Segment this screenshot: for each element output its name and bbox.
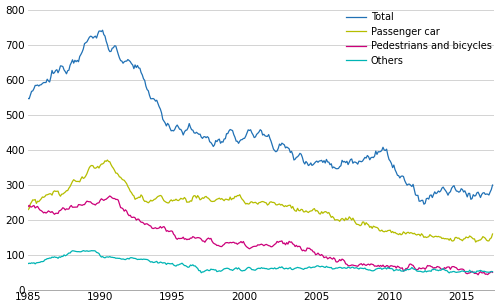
Pedestrians and bicycles — [475, 273, 481, 277]
Passenger car — [140, 198, 146, 202]
Others — [50, 256, 56, 259]
Others — [140, 257, 146, 261]
Pedestrians and bicycles — [298, 247, 304, 251]
Total — [298, 152, 304, 156]
Others — [80, 249, 86, 253]
Line: Pedestrians and bicycles: Pedestrians and bicycles — [28, 196, 492, 275]
Others — [490, 270, 496, 274]
Total — [158, 111, 164, 115]
Passenger car — [152, 197, 158, 201]
Total — [140, 77, 146, 81]
Others — [298, 267, 304, 270]
Pedestrians and bicycles — [146, 223, 152, 227]
Total — [50, 72, 56, 75]
Pedestrians and bicycles — [50, 211, 56, 215]
Pedestrians and bicycles — [140, 221, 146, 225]
Total — [146, 89, 152, 93]
Total — [421, 202, 427, 206]
Pedestrians and bicycles — [152, 226, 158, 229]
Passenger car — [50, 190, 56, 194]
Passenger car — [146, 201, 152, 205]
Total — [152, 99, 158, 103]
Pedestrians and bicycles — [25, 205, 31, 209]
Pedestrians and bicycles — [158, 226, 164, 230]
Line: Passenger car: Passenger car — [28, 160, 492, 242]
Passenger car — [298, 208, 304, 211]
Total — [25, 96, 31, 100]
Others — [25, 262, 31, 265]
Passenger car — [158, 194, 164, 198]
Passenger car — [104, 158, 110, 162]
Passenger car — [490, 232, 496, 236]
Others — [152, 260, 158, 264]
Pedestrians and bicycles — [107, 194, 113, 198]
Line: Others: Others — [28, 251, 492, 273]
Legend: Total, Passenger car, Pedestrians and bicycles, Others: Total, Passenger car, Pedestrians and bi… — [346, 12, 492, 66]
Others — [446, 271, 452, 275]
Others — [158, 261, 164, 264]
Line: Total: Total — [28, 30, 492, 204]
Others — [146, 258, 152, 262]
Passenger car — [472, 240, 478, 244]
Passenger car — [25, 208, 31, 212]
Total — [490, 183, 496, 187]
Total — [100, 28, 105, 32]
Pedestrians and bicycles — [490, 270, 496, 274]
